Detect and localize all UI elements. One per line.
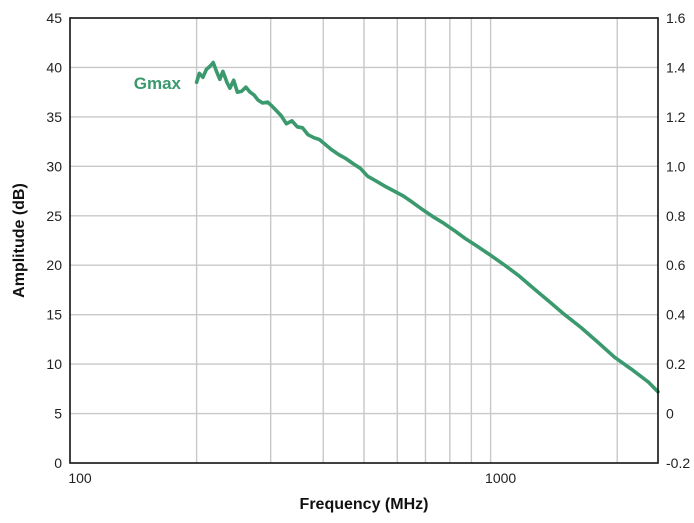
y2-tick-label: -0.2 [666, 455, 690, 471]
x-axis-title: Frequency (MHz) [300, 496, 429, 513]
y2-tick-label: 1.4 [666, 59, 686, 75]
y-tick-label: 35 [46, 109, 62, 125]
y2-tick-label: 1.6 [666, 10, 686, 26]
plot-frame [69, 17, 659, 464]
y2-tick-label: 0.8 [666, 208, 686, 224]
y-tick-label: 10 [46, 356, 62, 372]
y2-tick-label: 1.0 [666, 158, 686, 174]
y2-tick-label: 0.4 [666, 307, 686, 323]
y2-tick-label: 1.2 [666, 109, 686, 125]
y-tick-label: 45 [46, 10, 62, 26]
y-tick-label: 0 [54, 455, 62, 471]
series-label-gmax: Gmax [134, 74, 182, 93]
x-tick-label: 1000 [485, 470, 516, 486]
grid [70, 18, 658, 463]
y-axis-title: Amplitude (dB) [11, 183, 28, 298]
series-line-gmax [194, 60, 660, 394]
series-layer [194, 60, 660, 394]
y2-tick-label: 0 [666, 406, 674, 422]
y-tick-label: 25 [46, 208, 62, 224]
y-tick-label: 15 [46, 307, 62, 323]
y-tick-label: 40 [46, 59, 62, 75]
y-tick-label: 5 [54, 406, 62, 422]
y2-tick-label: 0.2 [666, 356, 686, 372]
y2-tick-label: 0.6 [666, 257, 686, 273]
y-tick-label: 20 [46, 257, 62, 273]
y-tick-label: 30 [46, 158, 62, 174]
tick-labels: 0 5 10 15 20 25 30 35 40 45 -0.2 0 0.2 0.4 0.6 0.8 1.0 1.… [46, 10, 690, 486]
x-tick-label: 100 [68, 470, 92, 486]
